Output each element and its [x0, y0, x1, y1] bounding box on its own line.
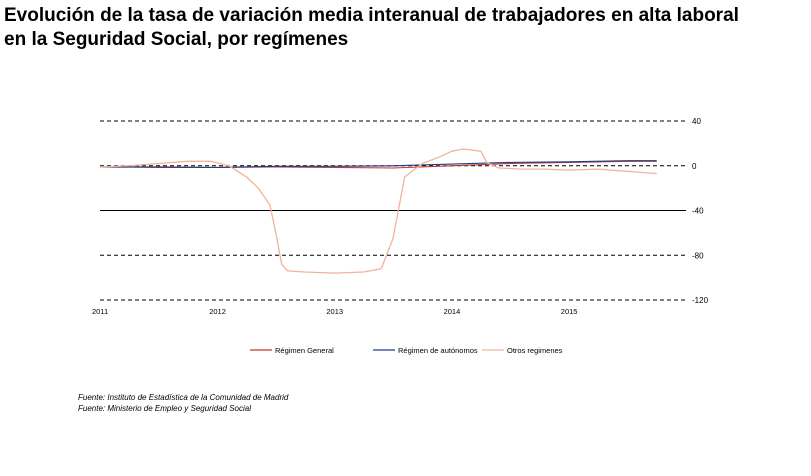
series-line-2 [100, 160, 657, 168]
y-tick-label: -120 [692, 296, 709, 305]
y-tick-label: -40 [692, 207, 704, 216]
legend-label: Otros regimenes [507, 346, 563, 355]
y-tick-label: -80 [692, 251, 704, 260]
y-axis-tick-labels: 40 0 -40 -80 -120 [692, 117, 709, 305]
x-tick-label: 2013 [326, 307, 343, 316]
source-note-2: Fuente: Ministerio de Empleo y Seguridad… [78, 404, 251, 413]
source-note-1: Fuente: Instituto de Estadística de la C… [78, 393, 289, 402]
x-tick-label: 2012 [209, 307, 226, 316]
x-axis-tick-labels: 2011 2012 2013 2014 2015 [92, 307, 577, 316]
y-tick-label: 40 [692, 117, 701, 126]
x-tick-label: 2014 [444, 307, 461, 316]
chart-title-line-1: Evolución de la tasa de variación media … [4, 5, 739, 26]
legend: Régimen General Régimen de autónomos Otros… [250, 346, 563, 355]
x-tick-label: 2011 [92, 307, 108, 316]
legend-label: Régimen General [275, 346, 334, 355]
series-line-3 [99, 148, 657, 274]
legend-label: Régimen de autónomos [398, 346, 478, 355]
y-tick-label: 0 [692, 162, 697, 171]
x-tick-label: 2015 [561, 307, 578, 316]
chart-title: Evolución de la tasa de variación media … [4, 4, 804, 52]
series-lines [99, 148, 657, 274]
chart-title-line-2: en la Seguridad Social, por regímenes [4, 29, 349, 50]
gridlines [100, 120, 686, 301]
